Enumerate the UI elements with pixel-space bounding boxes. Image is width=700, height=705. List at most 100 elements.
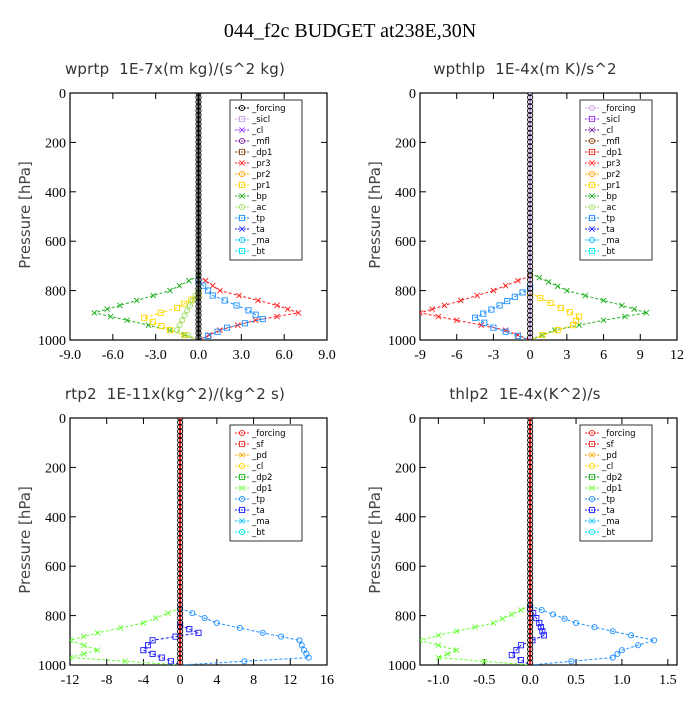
series-point <box>177 503 184 510</box>
series-point <box>453 628 460 635</box>
series-point <box>195 290 202 297</box>
x-tick-label: 4 <box>213 673 220 688</box>
series-line-pr1 <box>142 295 199 340</box>
series-point <box>236 624 243 631</box>
series-point <box>513 647 520 654</box>
chart-panel-wprtp: wprtp 1E-7x(m kg)/(s^2 kg) Pressure [hPa… <box>0 50 350 380</box>
series-point <box>631 306 638 313</box>
series-point <box>420 637 423 644</box>
x-tick-label: -6 <box>451 348 463 363</box>
series-point <box>527 552 534 559</box>
y-tick-label: 400 <box>395 511 416 526</box>
x-tick-label: 1.5 <box>659 673 677 688</box>
series-point <box>195 294 202 301</box>
series-point <box>545 279 552 285</box>
y-tick-label: 200 <box>45 136 66 151</box>
legend-label: _bt <box>601 247 616 257</box>
series-point <box>216 287 223 294</box>
series-point <box>527 539 534 546</box>
legend-label: _ma <box>601 517 620 527</box>
legend-label: _cl <box>251 126 263 136</box>
series-point <box>195 258 202 265</box>
series-point <box>236 292 242 299</box>
series-point <box>490 324 497 331</box>
series-point <box>527 655 534 662</box>
series-point <box>124 317 131 324</box>
series-point <box>527 650 534 657</box>
x-tick-label: -8 <box>101 673 113 688</box>
y-tick-label: 1000 <box>38 334 66 349</box>
legend-label: _pr2 <box>251 170 271 180</box>
series-point <box>527 196 534 203</box>
series-point <box>527 641 534 648</box>
series-point <box>622 313 628 320</box>
x-tick-label: 0.0 <box>521 673 539 688</box>
series-point <box>527 494 534 502</box>
series-point <box>177 646 184 653</box>
series-point <box>195 121 202 128</box>
chart-title: rtp2 1E-11x(kg^2)/(kg^2 s) <box>64 385 286 403</box>
series-point <box>527 583 534 590</box>
y-tick-label: 400 <box>45 186 66 201</box>
legend-label: _forcing <box>251 429 286 439</box>
legend-marker <box>239 127 245 133</box>
legend-label: _ma <box>251 236 270 246</box>
series-point <box>177 588 184 595</box>
y-tick-label: 200 <box>395 136 416 151</box>
y-tick-label: 400 <box>45 511 66 526</box>
series-point <box>527 129 534 137</box>
legend-marker <box>588 181 596 189</box>
series-point <box>107 313 114 320</box>
legend-label: _ma <box>251 517 270 527</box>
series-point <box>195 245 202 252</box>
series-point <box>186 626 193 633</box>
series-point <box>582 292 589 299</box>
series-point <box>511 293 518 300</box>
series-point <box>527 486 534 493</box>
series-point <box>527 503 534 510</box>
series-point <box>284 306 291 313</box>
series-point <box>508 652 515 659</box>
chart-title: wprtp 1E-7x(m kg)/(s^2 kg) <box>64 60 286 78</box>
series-point <box>195 334 202 340</box>
legend-marker <box>238 137 246 145</box>
legend-label: _ta <box>251 506 265 516</box>
series-point <box>561 615 568 622</box>
series-point <box>527 125 534 132</box>
legend-marker <box>589 485 595 491</box>
legend-marker <box>238 429 246 437</box>
legend-label: _pd <box>251 451 267 461</box>
series-point <box>177 579 184 586</box>
legend-label: _ta <box>601 506 615 516</box>
series-point <box>527 419 534 426</box>
series-point <box>600 317 607 324</box>
y-tick-label: 1000 <box>388 334 416 349</box>
series-point <box>195 152 202 159</box>
legend-marker <box>239 160 245 166</box>
series-point <box>245 307 252 314</box>
series-point <box>527 272 534 279</box>
series-point <box>527 646 534 653</box>
series-point <box>195 129 202 137</box>
series-point <box>527 566 534 573</box>
legend-label: _sf <box>251 440 265 450</box>
series-point <box>176 322 183 329</box>
chart-panel-thlp2: thlp2 1E-4x(K^2)/s Pressure [hPa] -1.0 -0… <box>350 375 700 705</box>
chart-svg: -9.0 -6.0 -3.0 0.0 3.0 6.0 9.0 0 200 400 600 800 100… <box>38 87 336 363</box>
legend-label: _pr3 <box>251 159 271 169</box>
series-point <box>527 459 534 466</box>
series-point <box>195 205 202 212</box>
series-point <box>527 508 534 515</box>
series-point <box>527 477 534 484</box>
series-point <box>634 642 642 649</box>
series-point <box>444 650 451 657</box>
series-point <box>527 227 534 234</box>
x-tick-label: -0.5 <box>473 673 495 688</box>
series-point <box>177 637 184 644</box>
series-point <box>537 294 544 302</box>
legend-label: _tp <box>251 214 265 224</box>
series-point <box>195 178 202 185</box>
series-point <box>614 650 621 657</box>
legend-label: _forcing <box>251 104 286 114</box>
legend-marker <box>238 473 246 481</box>
